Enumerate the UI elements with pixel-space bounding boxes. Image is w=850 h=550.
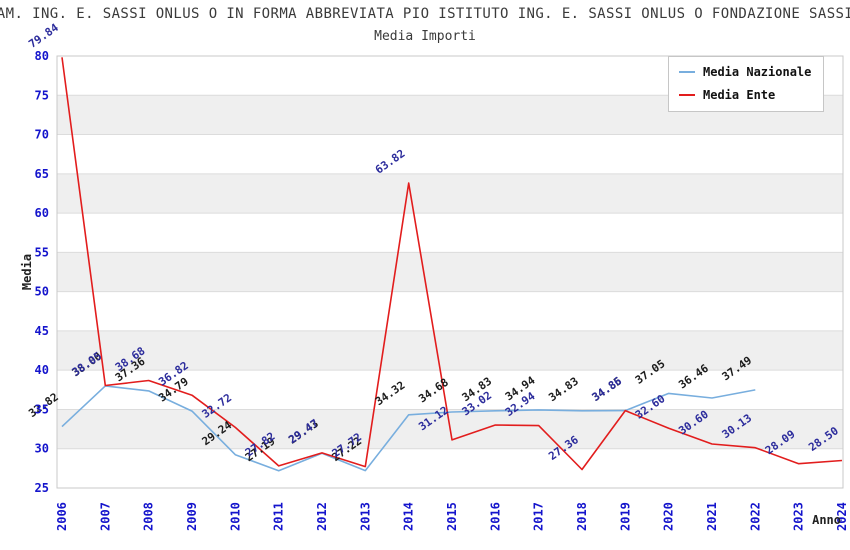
chart-subtitle: Media Importi	[374, 29, 476, 44]
point-label: 34.83	[546, 375, 581, 405]
y-tick-label: 25	[35, 481, 49, 495]
y-axis-title: Media	[20, 254, 34, 290]
x-tick-label: 2010	[228, 502, 242, 531]
y-tick-label: 75	[35, 88, 49, 102]
point-label: 63.82	[373, 147, 408, 177]
x-tick-label: 2020	[662, 502, 676, 531]
legend-swatch-nazionale-icon	[679, 71, 695, 73]
y-tick-label: 80	[35, 49, 49, 63]
x-tick-label: 2015	[445, 502, 459, 531]
x-tick-label: 2021	[705, 502, 719, 531]
y-tick-label: 40	[35, 363, 49, 377]
plot-band	[57, 252, 843, 292]
legend-swatch-ente-icon	[679, 94, 695, 96]
y-tick-label: 30	[35, 442, 49, 456]
x-tick-label: 2006	[55, 502, 69, 531]
chart-title: AM. ING. E. SASSI ONLUS O IN FORMA ABBRE…	[0, 6, 850, 22]
series-line-media-ente	[61, 57, 843, 471]
x-tick-label: 2011	[272, 502, 286, 531]
x-tick-label: 2008	[142, 502, 156, 531]
x-tick-label: 2022	[748, 502, 762, 531]
plot-border	[56, 55, 844, 489]
y-tick-label: 35	[35, 402, 49, 416]
y-tick-label: 60	[35, 206, 49, 220]
legend: Media Nazionale Media Ente	[668, 56, 825, 112]
x-tick-label: 2014	[402, 502, 416, 531]
x-tick-label: 2012	[315, 502, 329, 531]
legend-item-media-nazionale: Media Nazionale	[679, 65, 811, 79]
x-tick-label: 2023	[792, 502, 806, 531]
x-tick-label: 2018	[575, 502, 589, 531]
y-tick-label: 50	[35, 285, 49, 299]
x-tick-label: 2024	[835, 502, 849, 531]
series-line-media-nazionale	[61, 385, 756, 472]
x-tick-label: 2009	[185, 502, 199, 531]
plot-band	[57, 173, 843, 214]
x-tick-label: 2017	[532, 502, 546, 531]
legend-item-media-ente: Media Ente	[679, 88, 811, 102]
point-label: 34.86	[590, 374, 625, 404]
x-axis-title: Anno	[812, 513, 841, 527]
y-tick-label: 55	[35, 245, 49, 259]
y-tick-label: 65	[35, 167, 49, 181]
plot-band	[57, 330, 843, 371]
y-tick-label: 70	[35, 128, 49, 142]
x-tick-label: 2019	[618, 502, 632, 531]
y-tick-label: 45	[35, 324, 49, 338]
x-tick-label: 2007	[98, 502, 112, 531]
x-tick-label: 2016	[488, 502, 502, 531]
legend-label-ente: Media Ente	[703, 88, 776, 102]
x-tick-label: 2013	[358, 502, 372, 531]
point-label: 79.84	[26, 21, 61, 51]
legend-label-nazionale: Media Nazionale	[703, 65, 812, 79]
